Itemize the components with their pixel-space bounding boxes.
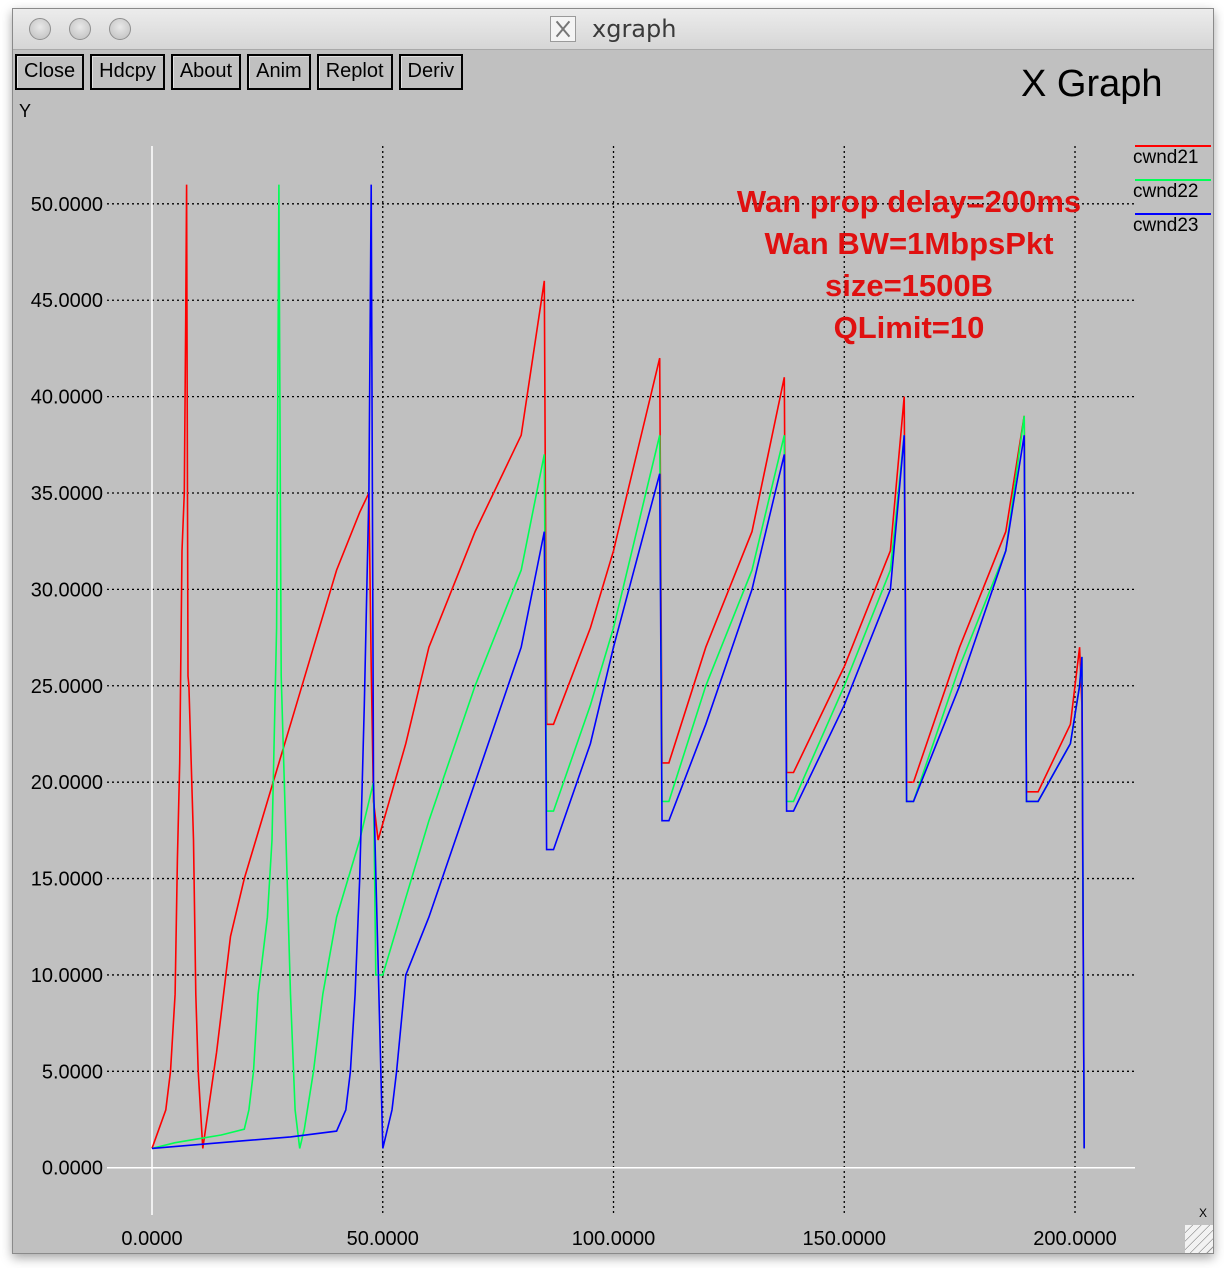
legend-label-cwnd21: cwnd21 bbox=[1133, 147, 1199, 168]
series bbox=[151, 184, 1085, 1150]
legend-line-cwnd21 bbox=[1135, 145, 1211, 147]
y-tick-label: 50.0000 bbox=[31, 194, 103, 216]
close-window-button[interactable] bbox=[29, 18, 51, 40]
toolbar: Close Hdcpy About Anim Replot Deriv bbox=[15, 54, 469, 90]
title-bar: xgraph bbox=[13, 9, 1213, 50]
resize-grip[interactable] bbox=[1185, 1225, 1213, 1253]
x-tick-label: 100.0000 bbox=[572, 1228, 655, 1250]
y-tick-label: 5.0000 bbox=[42, 1061, 103, 1083]
about-button[interactable]: About bbox=[170, 54, 242, 90]
close-button[interactable]: Close bbox=[15, 54, 85, 90]
zoom-window-button[interactable] bbox=[109, 18, 131, 40]
annotation-line: size=1500B bbox=[824, 268, 994, 303]
y-tick-label: 25.0000 bbox=[31, 676, 103, 698]
minimize-window-button[interactable] bbox=[69, 18, 91, 40]
deriv-button[interactable]: Deriv bbox=[398, 54, 464, 90]
x-tick-label: 50.0000 bbox=[347, 1228, 419, 1250]
tick-labels: 0.0000 5.0000 10.0000 15.0000 20.0000 25.0000… bbox=[31, 194, 1117, 1250]
legend-label-cwnd22: cwnd22 bbox=[1133, 181, 1199, 202]
graph-title: X Graph bbox=[1021, 63, 1163, 105]
series-line-cwnd21 bbox=[151, 184, 1085, 1149]
legend-label-cwnd23: cwnd23 bbox=[1133, 215, 1199, 236]
x-tick-label: 150.0000 bbox=[803, 1228, 886, 1250]
y-tick-label: 40.0000 bbox=[31, 387, 103, 409]
annotation-line: Wan BW=1MbpsPkt bbox=[764, 226, 1054, 261]
x-tick-label: 0.0000 bbox=[121, 1228, 182, 1250]
legend-line-cwnd22 bbox=[1135, 179, 1211, 181]
y-tick-label: 15.0000 bbox=[31, 869, 103, 891]
y-axis-label: Y bbox=[19, 101, 32, 121]
annotation-line: Wan prop delay=200ms bbox=[736, 184, 1082, 219]
y-tick-label: 30.0000 bbox=[31, 579, 103, 601]
x-tick-label: 200.0000 bbox=[1033, 1228, 1116, 1250]
y-tick-label: 20.0000 bbox=[31, 772, 103, 794]
y-tick-label: 10.0000 bbox=[31, 965, 103, 987]
y-tick-label: 35.0000 bbox=[31, 483, 103, 505]
axes bbox=[107, 146, 1135, 1215]
legend-line-cwnd23 bbox=[1135, 213, 1211, 215]
plot-area: 0.0000 5.0000 10.0000 15.0000 20.0000 25.0000… bbox=[31, 146, 1135, 1250]
y-tick-label: 0.0000 bbox=[42, 1158, 103, 1180]
x-axis-label: X bbox=[1199, 1206, 1208, 1220]
anim-button[interactable]: Anim bbox=[247, 54, 311, 90]
window-title: xgraph bbox=[592, 15, 677, 43]
x11-icon bbox=[550, 16, 576, 42]
y-tick-label: 45.0000 bbox=[31, 290, 103, 312]
replot-button[interactable]: Replot bbox=[316, 54, 393, 90]
xgraph-window: xgraph Close Hdcpy About Anim Replot Der… bbox=[12, 8, 1214, 1254]
annotation: Wan prop delay=200ms Wan BW=1MbpsPkt siz… bbox=[699, 181, 1119, 349]
title-group: xgraph bbox=[550, 15, 676, 43]
series-line-cwnd23 bbox=[151, 184, 1085, 1150]
hdcpy-button[interactable]: Hdcpy bbox=[90, 54, 165, 90]
annotation-line: QLimit=10 bbox=[833, 310, 985, 345]
